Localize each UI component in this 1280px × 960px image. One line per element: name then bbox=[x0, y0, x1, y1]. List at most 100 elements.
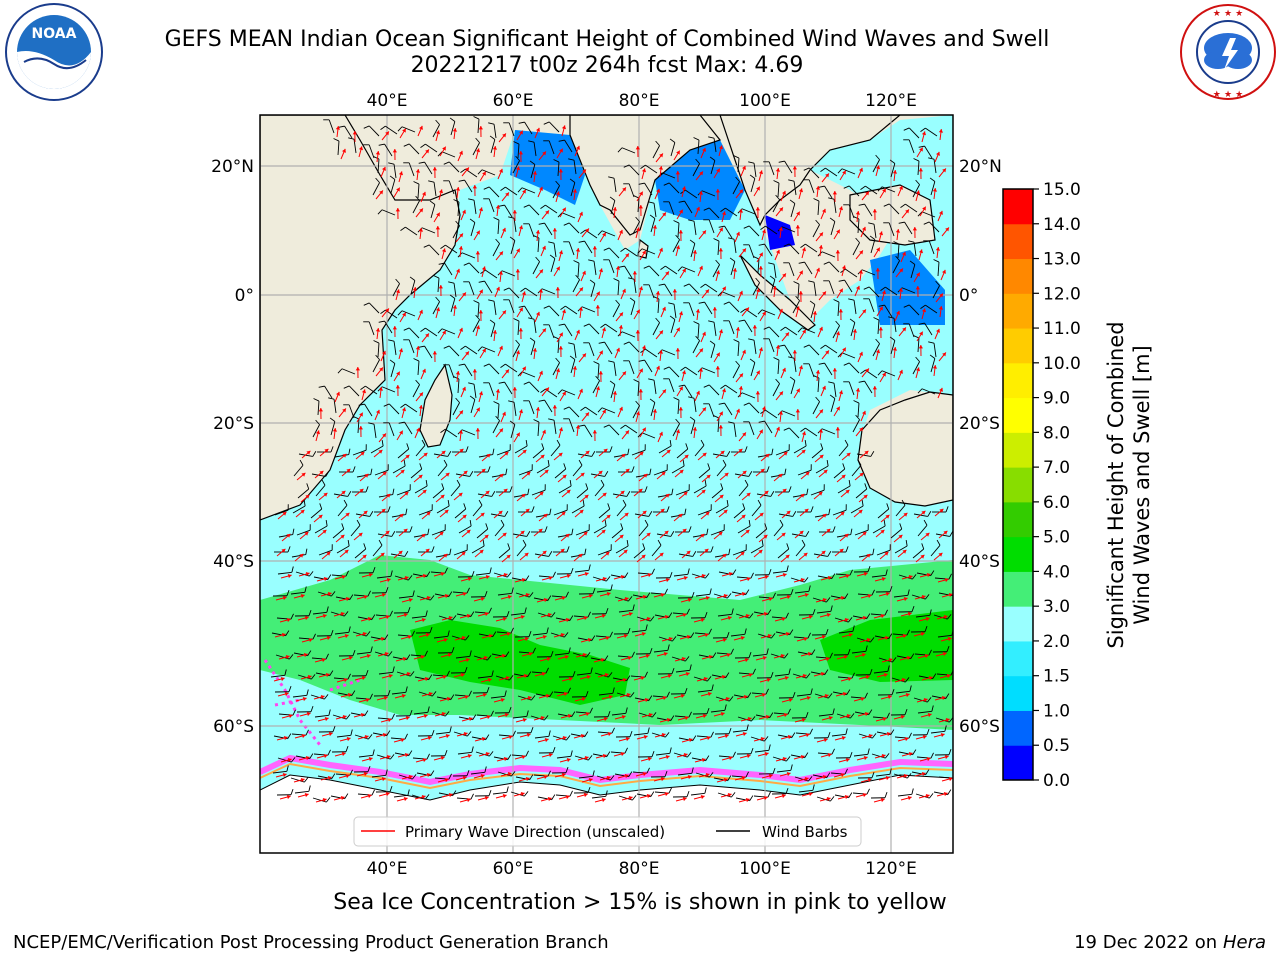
wind-barb bbox=[390, 363, 396, 378]
wave-arrow-head bbox=[852, 329, 858, 333]
wind-barb bbox=[465, 345, 478, 355]
wind-barb-flag bbox=[648, 378, 655, 381]
wind-barb-flag bbox=[513, 141, 520, 145]
wave-arrow-head bbox=[699, 171, 703, 176]
lon-labels-top: 40°E 60°E 80°E 100°E 120°E bbox=[367, 91, 917, 111]
wave-arrow-head bbox=[726, 652, 731, 658]
wave-arrow-head bbox=[818, 491, 823, 496]
wind-barb-flag bbox=[349, 594, 354, 600]
wind-barb-flag bbox=[610, 775, 615, 781]
wind-barb-flag bbox=[492, 631, 497, 637]
wave-arrow-head bbox=[422, 757, 427, 763]
wind-barb-flag bbox=[463, 503, 467, 510]
wave-arrow-head bbox=[435, 226, 441, 230]
colorbar-tick-label: 7.0 bbox=[1043, 458, 1070, 478]
wind-barb-flag bbox=[549, 254, 556, 259]
wind-barb-flag bbox=[603, 247, 610, 251]
wind-barb-flag bbox=[827, 731, 831, 738]
wave-arrow-head bbox=[325, 672, 330, 678]
wind-barb bbox=[381, 386, 396, 393]
wind-barb-flag bbox=[648, 201, 655, 204]
wave-arrow-head bbox=[306, 450, 311, 455]
wind-barb bbox=[873, 670, 888, 674]
wind-barb-flag bbox=[307, 650, 312, 656]
wind-legend-label: Wind Barbs bbox=[762, 823, 848, 841]
wave-arrow-head bbox=[458, 430, 464, 434]
wave-arrow-head bbox=[415, 346, 421, 350]
wind-barb-flag bbox=[618, 265, 625, 268]
wind-barb-flag bbox=[652, 712, 657, 718]
wind-barb bbox=[524, 305, 533, 319]
wind-barb bbox=[912, 184, 920, 198]
wave-arrow-head bbox=[943, 791, 948, 797]
wave-arrow-head bbox=[400, 469, 405, 474]
wind-barb-flag bbox=[832, 526, 836, 533]
wave-arrow-head bbox=[908, 751, 913, 757]
wave-arrow-head bbox=[698, 191, 704, 195]
wind-barb bbox=[715, 505, 729, 514]
wave-arrow-head bbox=[441, 711, 446, 717]
wind-barb-flag bbox=[807, 632, 811, 639]
wind-barb-flag bbox=[805, 531, 810, 537]
wind-barb bbox=[776, 769, 791, 773]
wind-barb-flag bbox=[815, 219, 820, 225]
wave-arrow-head bbox=[905, 692, 910, 698]
wind-barb-flag bbox=[570, 567, 574, 574]
wind-barb-flag bbox=[472, 714, 477, 720]
wave-arrow-head bbox=[781, 793, 786, 799]
wind-barb-flag bbox=[567, 687, 571, 694]
wind-barb bbox=[541, 288, 556, 295]
wind-barb-flag bbox=[629, 730, 633, 737]
wind-barb-flag bbox=[578, 424, 585, 427]
wave-arrow-head bbox=[572, 189, 578, 193]
wave-arrow-head bbox=[746, 753, 751, 759]
wind-barb bbox=[296, 529, 311, 536]
wind-barb bbox=[833, 468, 846, 479]
wind-barb-flag bbox=[568, 158, 575, 161]
wind-barb-flag bbox=[729, 696, 734, 702]
wind-barb bbox=[485, 269, 498, 279]
wind-barb bbox=[925, 304, 938, 314]
wind-barb-flag bbox=[720, 207, 726, 213]
wind-barb bbox=[490, 695, 505, 699]
wave-arrow-head bbox=[575, 425, 581, 429]
wind-barb-flag bbox=[545, 667, 549, 674]
wave-arrow-head bbox=[419, 208, 423, 213]
wave-arrow-head bbox=[285, 654, 290, 660]
wind-barb-flag bbox=[592, 770, 595, 777]
sea-ice-note: Sea Ice Concentration > 15% is shown in … bbox=[333, 890, 947, 915]
wind-barb-flag bbox=[780, 326, 786, 332]
wind-barb-flag bbox=[321, 479, 326, 486]
wave-arrow-head bbox=[622, 288, 626, 293]
wind-barb-flag bbox=[330, 446, 334, 453]
wind-barb bbox=[557, 339, 560, 354]
wind-barb bbox=[925, 127, 938, 137]
wind-barb bbox=[665, 265, 678, 275]
wave-arrow-head bbox=[418, 228, 424, 232]
wind-barb-flag bbox=[865, 645, 868, 652]
wave-arrow-head bbox=[539, 491, 544, 496]
wave-arrow-head bbox=[847, 676, 852, 682]
wave-arrow-head bbox=[301, 472, 306, 477]
wave-arrow-head bbox=[559, 148, 563, 153]
wind-barb bbox=[590, 283, 596, 298]
wind-barb bbox=[357, 419, 360, 434]
wind-barb bbox=[437, 278, 440, 293]
wave-arrow-head bbox=[795, 306, 801, 311]
wave-arrow-head bbox=[744, 657, 749, 663]
wind-barb bbox=[917, 524, 928, 537]
wave-arrow-head bbox=[921, 510, 926, 515]
wave-arrow-head bbox=[862, 615, 867, 621]
wind-barb-flag bbox=[431, 546, 435, 553]
wind-barb bbox=[833, 199, 837, 214]
wave-arrow-head bbox=[426, 511, 431, 516]
wind-barb bbox=[852, 419, 860, 433]
colorbar-tick-label: 13.0 bbox=[1043, 250, 1081, 270]
wind-barb-flag bbox=[848, 480, 851, 487]
wind-barb-flag bbox=[588, 755, 593, 761]
wind-barb bbox=[410, 468, 423, 479]
wave-arrow-head bbox=[796, 388, 800, 393]
wave-arrow-head bbox=[596, 291, 600, 296]
wave-arrow-head bbox=[652, 409, 658, 413]
wind-barb-flag bbox=[367, 765, 371, 772]
